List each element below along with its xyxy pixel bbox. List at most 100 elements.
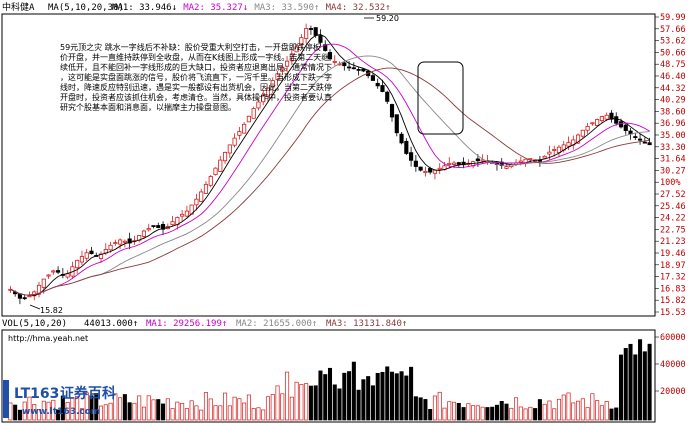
candle-body bbox=[380, 85, 385, 92]
annotation-text: 59元顶之灾 跳水一字线后不补缺：股价受重大利空打击，一开盘即跌停板价开盘，并一… bbox=[60, 42, 332, 112]
candle-body bbox=[575, 134, 581, 144]
volume-bar bbox=[547, 400, 552, 421]
volume-bar bbox=[141, 406, 146, 421]
volume-bar bbox=[642, 351, 647, 421]
candle-body bbox=[294, 46, 299, 53]
price-tick-label: 33.30 bbox=[660, 143, 686, 153]
candle-body bbox=[618, 121, 624, 128]
candle-body bbox=[361, 68, 366, 72]
low-marker: 15.82 bbox=[29, 304, 63, 315]
price-tick-label: 100% bbox=[660, 178, 680, 188]
volume-bar bbox=[175, 401, 180, 421]
candle-body bbox=[222, 151, 228, 162]
high-marker: 59.20 bbox=[364, 14, 399, 23]
volume-bar bbox=[370, 385, 375, 421]
volume-bar bbox=[614, 407, 619, 421]
candle-body bbox=[184, 210, 189, 217]
volume-bar bbox=[227, 405, 232, 421]
volume-bar bbox=[27, 396, 32, 421]
candle-body bbox=[642, 141, 647, 144]
price-tick-label: 38.60 bbox=[660, 107, 686, 117]
candle-body bbox=[332, 61, 337, 63]
ma-value-3: MA3: 33.590↑ bbox=[254, 3, 319, 13]
candle-body bbox=[351, 67, 356, 70]
moving-average-lines bbox=[10, 34, 650, 297]
volume-bar bbox=[366, 376, 371, 421]
volume-bar bbox=[232, 396, 237, 421]
annotation-line: 59元顶之灾 跳水一字线后不补缺：股价受重大利空打击，一开盘即跌停板 bbox=[60, 42, 321, 52]
candle-body bbox=[547, 151, 552, 155]
candle-body bbox=[595, 119, 600, 126]
price-tick-label: 24.22 bbox=[660, 214, 686, 224]
volume-bar bbox=[32, 404, 37, 421]
candle-body bbox=[265, 87, 271, 97]
volume-bar bbox=[566, 392, 571, 421]
candle-body bbox=[308, 28, 313, 30]
candle-body bbox=[580, 129, 585, 137]
volume-bar bbox=[46, 401, 51, 421]
volume-bar bbox=[170, 408, 175, 421]
candle-body bbox=[299, 37, 304, 45]
candle-body bbox=[542, 155, 547, 159]
candle-body bbox=[537, 159, 542, 162]
volume-bar bbox=[523, 408, 528, 421]
volume-bar bbox=[604, 401, 609, 421]
price-tick-label: 15.82 bbox=[660, 296, 686, 306]
volume-bar bbox=[265, 396, 271, 421]
volume-bar bbox=[113, 393, 118, 421]
watermark-url: http://hma.yeah.net bbox=[8, 334, 88, 343]
candle-body bbox=[385, 91, 390, 102]
price-tick-label: 19.46 bbox=[660, 249, 686, 259]
candle-body bbox=[394, 114, 399, 134]
volume-bar bbox=[461, 407, 466, 421]
price-tick-label: 25.46 bbox=[660, 202, 686, 212]
volume-bar bbox=[504, 403, 509, 421]
price-tick-label: 40.29 bbox=[660, 96, 686, 106]
candle-body bbox=[227, 144, 232, 154]
candle-body bbox=[609, 112, 614, 120]
volume-bar bbox=[475, 405, 480, 421]
candle-body bbox=[203, 183, 209, 194]
candle-body bbox=[585, 125, 590, 131]
volume-bar bbox=[304, 383, 309, 421]
candle-body bbox=[208, 176, 213, 186]
price-tick-label: 46.40 bbox=[660, 72, 686, 82]
candle-body bbox=[318, 35, 323, 43]
candle-body bbox=[404, 140, 409, 154]
volume-bar bbox=[270, 394, 275, 421]
volume-bar bbox=[137, 395, 142, 421]
volume-bar bbox=[499, 400, 504, 421]
candle-body bbox=[418, 166, 423, 171]
annotation-line: 价开盘，并一直维持跌停到全收盘，从而在K线图上形成一字线。若第二天继 bbox=[60, 52, 329, 62]
volume-bar bbox=[75, 395, 80, 421]
volume-bar bbox=[394, 373, 399, 421]
price-tick-label: 16.83 bbox=[660, 284, 686, 294]
volume-bar bbox=[65, 402, 70, 421]
candle-body bbox=[98, 253, 104, 259]
volume-bar bbox=[447, 401, 452, 421]
high-label: 59.20 bbox=[376, 14, 399, 23]
candle-body bbox=[56, 270, 61, 273]
volume-bar bbox=[537, 399, 542, 421]
candle-body bbox=[237, 131, 242, 136]
candle-body bbox=[614, 116, 619, 124]
volume-bar bbox=[51, 399, 56, 421]
candle-body bbox=[399, 133, 404, 144]
candle-body bbox=[275, 73, 280, 80]
candle-body bbox=[437, 167, 442, 170]
volume-bar bbox=[299, 384, 304, 421]
volume-bar bbox=[385, 366, 390, 421]
ma-line-1 bbox=[10, 34, 650, 297]
candle-body bbox=[647, 142, 652, 146]
candle-body bbox=[246, 115, 251, 123]
volume-bar bbox=[161, 403, 166, 421]
candle-body bbox=[590, 122, 595, 125]
volume-bar bbox=[480, 406, 485, 421]
volume-header: VOL(5,10,20) 44013.000↑ MA1: 29256.199↑ MA… bbox=[2, 319, 407, 329]
candle-body bbox=[599, 116, 604, 122]
volume-bar bbox=[22, 401, 27, 421]
volume-bar bbox=[127, 402, 132, 421]
volume-bar bbox=[246, 394, 251, 421]
volume-bar bbox=[514, 397, 519, 421]
volume-bar bbox=[647, 343, 652, 421]
